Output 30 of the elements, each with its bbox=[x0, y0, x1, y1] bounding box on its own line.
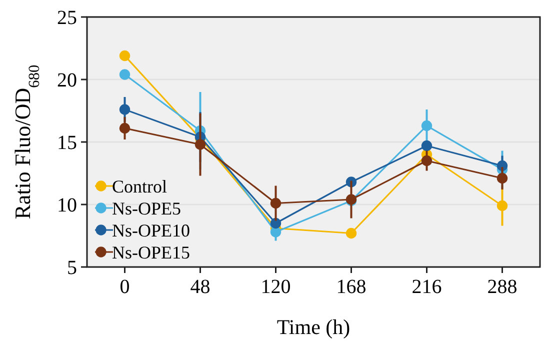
point bbox=[119, 104, 130, 115]
point bbox=[270, 218, 282, 229]
x-tick-label: 0 bbox=[120, 276, 130, 298]
point bbox=[194, 139, 206, 150]
point bbox=[119, 122, 130, 134]
legend-label: Ns-OPE5 bbox=[112, 198, 182, 218]
point bbox=[270, 226, 282, 238]
y-tick-label: 5 bbox=[67, 257, 77, 279]
legend-label: Ns-OPE10 bbox=[112, 220, 190, 240]
y-tick-label: 20 bbox=[57, 70, 77, 92]
x-tick-label: 168 bbox=[336, 276, 366, 298]
point bbox=[496, 200, 508, 212]
point bbox=[496, 172, 508, 184]
x-tick-label: 48 bbox=[190, 276, 210, 298]
point bbox=[421, 120, 432, 132]
x-tick-label: 120 bbox=[260, 276, 291, 298]
point bbox=[119, 50, 130, 62]
x-tick-label: 216 bbox=[412, 276, 442, 298]
point bbox=[119, 69, 130, 80]
y-tick-label: 10 bbox=[57, 194, 77, 216]
legend-label: Control bbox=[112, 176, 168, 196]
x-tick-label: 288 bbox=[487, 276, 518, 298]
point bbox=[421, 140, 432, 152]
point bbox=[421, 155, 432, 166]
point bbox=[346, 228, 357, 239]
y-tick-label: 25 bbox=[57, 7, 77, 29]
y-tick-label: 15 bbox=[57, 132, 77, 154]
legend-label: Ns-OPE15 bbox=[112, 242, 190, 262]
x-axis-title: Time (h) bbox=[276, 315, 350, 339]
point bbox=[270, 198, 282, 209]
